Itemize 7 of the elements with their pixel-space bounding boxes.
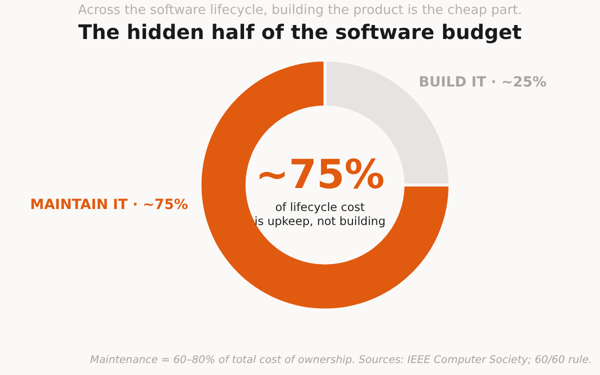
chart-subtitle: Across the software lifecycle, building the product is the cheap part. <box>77 3 523 18</box>
data-label: ~75% <box>254 152 386 198</box>
chart-title: The hidden half of the software budget <box>77 20 523 44</box>
slice-label: BUILD IT · ~25% <box>418 74 546 90</box>
slice-label: MAINTAIN IT · ~75% <box>30 197 188 213</box>
text: of lifecycle cost is upkeep, not building <box>254 200 386 228</box>
text: Maintenance = 60–80% of total cost of ownership. Sources: IEEE Computer Society; 60/60 rule. <box>90 354 592 366</box>
